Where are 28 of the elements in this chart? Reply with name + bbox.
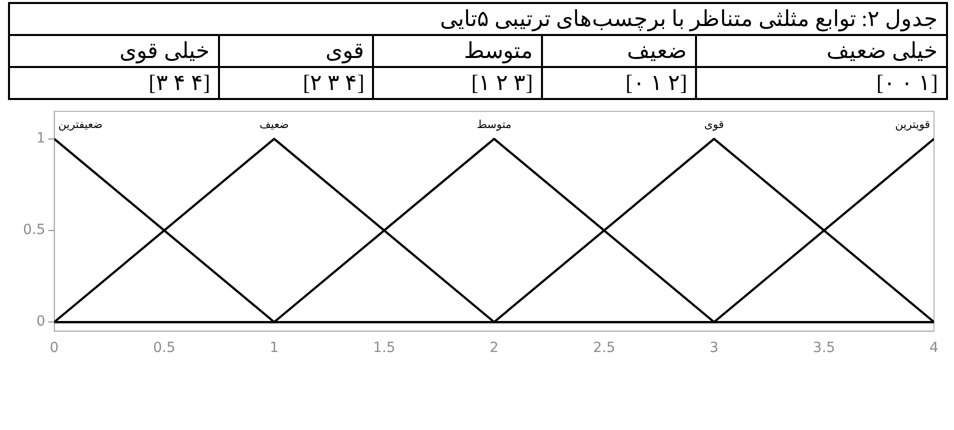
text: قوی (219, 35, 374, 67)
x-tick-label: 4 (930, 340, 939, 356)
text: خیلی قوی (9, 35, 220, 67)
text: متوسط (373, 35, 542, 67)
series-label: ضعیفترین (58, 118, 103, 132)
x-tick-label: 2.5 (592, 340, 616, 356)
text: [۰ ۱ ۲] (542, 67, 696, 99)
chart-title: جدول ۲: توابع مثلثی متناظر با برچسب‌های ترتیبی ۵تایی (9, 3, 947, 35)
text: خیلی ضعیف (696, 35, 947, 67)
series-label: قویترین (895, 118, 930, 132)
x-tick-label: 1.5 (373, 340, 396, 356)
text: [۱ ۲ ۳] (373, 67, 542, 99)
x-tick-label: 3 (710, 340, 719, 356)
y-tick-label: 0 (36, 314, 46, 330)
series-label: متوسط (476, 118, 512, 132)
x-tick-label: 0.5 (153, 340, 176, 356)
text: ضعیف (542, 35, 696, 67)
text: [۰ ۰ ۱] (696, 67, 947, 99)
x-tick-label: 3.5 (812, 340, 836, 356)
x-tick-label: 1 (270, 340, 279, 356)
text: [۳ ۴ ۴] (9, 67, 220, 99)
x-tick-label: 2 (490, 340, 499, 356)
series-label: ضعیف (260, 118, 289, 132)
y-tick-label: 0.5 (23, 222, 46, 238)
y-tick-label: 1 (36, 130, 46, 147)
x-tick-label: 0 (50, 340, 59, 356)
text: [۲ ۳ ۴] (219, 67, 374, 99)
series-label: قوی (704, 118, 724, 132)
